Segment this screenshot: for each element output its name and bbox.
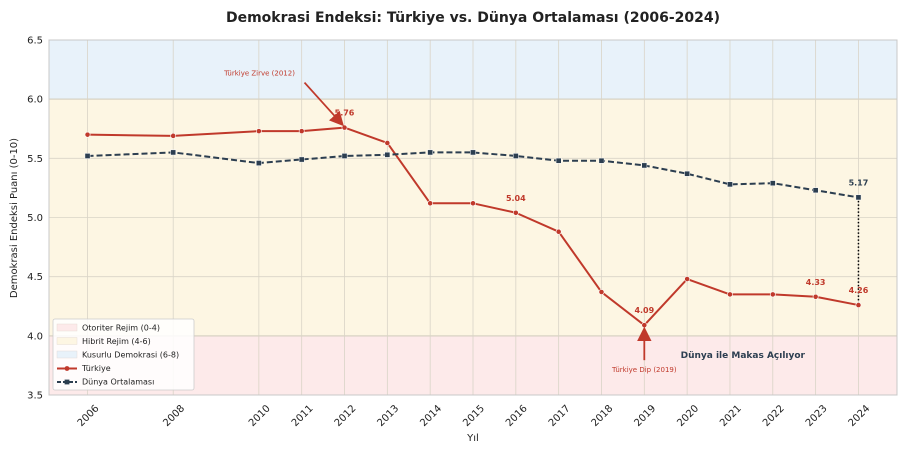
data-point-0-10 bbox=[598, 289, 605, 295]
x-tick-label: 2020 bbox=[675, 403, 701, 429]
data-point-1-11 bbox=[641, 162, 648, 169]
legend-box bbox=[52, 318, 195, 391]
data-point-1-2 bbox=[256, 160, 262, 166]
x-tick-label: 2008 bbox=[161, 403, 187, 429]
legend-label-region: Otoriter Rejim (0-4) bbox=[82, 324, 160, 333]
plot-frame bbox=[48, 39, 898, 396]
y-axis-label: Demokrasi Endeksi Puanı (0-10) bbox=[9, 138, 20, 298]
data-point-0-7 bbox=[470, 200, 476, 207]
y-tick-label: 4.0 bbox=[27, 331, 43, 342]
y-tick-label: 3.5 bbox=[27, 391, 43, 402]
data-point-0-11 bbox=[641, 322, 648, 329]
y-tick-label: 6.5 bbox=[27, 36, 43, 47]
annotations: Türkiye Zirve (2012) Türkiye Dip (2019) Dü… bbox=[223, 70, 805, 375]
x-tick-label: 2013 bbox=[376, 403, 402, 429]
data-label: 4.33 bbox=[806, 278, 826, 287]
data-point-0-1 bbox=[170, 132, 177, 139]
data-point-0-2 bbox=[255, 128, 262, 135]
x-tick-label: 2016 bbox=[504, 403, 530, 429]
y-tick-label: 5.0 bbox=[27, 213, 43, 224]
chart-title: Demokrasi Endeksi: Türkiye vs. Dünya Ort… bbox=[226, 10, 720, 26]
data-point-0-5 bbox=[384, 140, 391, 146]
data-point-0-9 bbox=[555, 228, 562, 235]
data-point-0-15 bbox=[812, 293, 819, 300]
legend-label-region: Kusurlu Demokrasi (6-8) bbox=[82, 351, 179, 360]
data-point-0-3 bbox=[298, 128, 305, 135]
data-point-1-0 bbox=[84, 153, 91, 159]
data-point-1-1 bbox=[170, 149, 177, 156]
legend-swatch-series-marker bbox=[64, 379, 70, 385]
x-tick-label: 2015 bbox=[461, 403, 487, 429]
x-tick-label: 2012 bbox=[333, 403, 359, 429]
legend-label-region: Hibrit Rejim (4-6) bbox=[82, 337, 151, 346]
data-point-1-5 bbox=[384, 151, 391, 158]
data-point-0-12 bbox=[684, 276, 691, 282]
y-tick-label: 6.0 bbox=[27, 95, 43, 106]
series-line-1 bbox=[87, 151, 859, 199]
x-tick-label: 2021 bbox=[718, 403, 744, 429]
legend-label-series: Dünya Ortalaması bbox=[82, 378, 154, 387]
data-point-1-12 bbox=[684, 170, 690, 177]
x-axis-ticks: 2006 2008 2010 2011 2012 2013 2014 2015 2016 2017… bbox=[76, 403, 873, 429]
annotation-peak-arrow bbox=[303, 81, 344, 127]
data-point-0-8 bbox=[512, 209, 519, 216]
data-label: 4.26 bbox=[849, 286, 869, 295]
data-point-1-13 bbox=[727, 181, 733, 188]
x-tick-label: 2011 bbox=[290, 403, 316, 429]
x-tick-label: 2014 bbox=[418, 403, 444, 429]
x-tick-label: 2018 bbox=[590, 403, 616, 429]
data-label: 5.76 bbox=[335, 109, 355, 118]
x-tick-label: 2017 bbox=[547, 403, 573, 429]
legend: Otoriter Rejim (0-4) Hibrit Rejim (4-6) Ku… bbox=[52, 318, 195, 391]
annotation-gap-label: Dünya ile Makas Açılıyor bbox=[681, 351, 806, 361]
data-label: 5.17 bbox=[849, 178, 869, 187]
y-tick-label: 4.5 bbox=[27, 272, 43, 283]
data-point-1-6 bbox=[427, 149, 434, 156]
x-tick-label: 2022 bbox=[761, 403, 787, 429]
legend-swatch-region bbox=[56, 337, 78, 345]
x-tick-label: 2010 bbox=[247, 403, 273, 429]
data-point-1-8 bbox=[512, 153, 519, 159]
data-point-0-13 bbox=[727, 291, 733, 298]
legend-swatch-region bbox=[56, 323, 78, 332]
data-point-1-14 bbox=[769, 180, 776, 187]
data-point-0-0 bbox=[84, 131, 91, 138]
legend-swatch-series-marker bbox=[64, 366, 70, 371]
data-point-1-3 bbox=[298, 156, 305, 163]
x-tick-label: 2019 bbox=[632, 403, 658, 429]
data-label: 5.04 bbox=[506, 194, 526, 203]
data-point-0-4 bbox=[341, 124, 348, 131]
data-point-0-14 bbox=[769, 291, 776, 298]
data-point-1-7 bbox=[470, 149, 476, 156]
data-label: 4.09 bbox=[634, 306, 654, 315]
annotation-trough-label: Türkiye Dip (2019) bbox=[611, 366, 677, 374]
legend-label-series: Türkiye bbox=[81, 364, 111, 373]
x-tick-label: 2024 bbox=[847, 403, 873, 429]
annotation-peak-label: Türkiye Zirve (2012) bbox=[223, 70, 295, 78]
legend-swatch-region bbox=[56, 350, 78, 359]
data-point-1-15 bbox=[812, 187, 819, 194]
data-point-0-6 bbox=[427, 200, 434, 207]
series-group bbox=[84, 124, 862, 329]
y-tick-label: 5.5 bbox=[27, 154, 43, 165]
data-point-1-4 bbox=[341, 153, 348, 159]
y-axis-ticks: 3.5 4.0 4.5 5.0 5.5 6.0 6.5 bbox=[27, 36, 43, 402]
data-point-1-10 bbox=[598, 157, 605, 164]
data-point-1-16 bbox=[855, 194, 862, 201]
x-tick-label: 2023 bbox=[804, 403, 830, 429]
data-point-1-9 bbox=[555, 157, 562, 164]
x-axis-label: Yıl bbox=[466, 433, 479, 444]
x-tick-label: 2006 bbox=[76, 403, 102, 429]
data-labels: 5.76 5.04 4.09 4.33 4.26 5.17 bbox=[335, 109, 869, 316]
data-point-0-16 bbox=[855, 302, 862, 308]
